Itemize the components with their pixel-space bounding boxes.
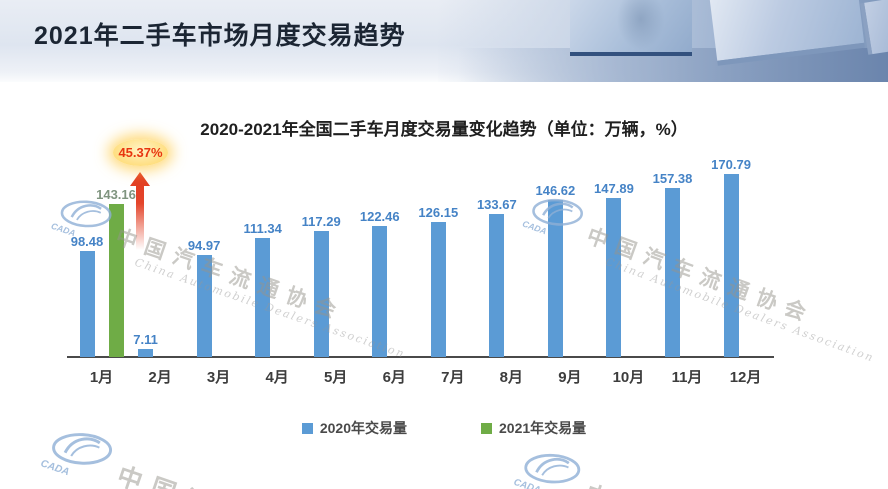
bar-2020年交易量-6月 [372,225,388,357]
growth-badge-label: 45.37% [118,145,163,160]
bar-value-label: 7.11 [133,332,158,348]
growth-arrow-icon [130,172,150,250]
bar-2020年交易量-10月 [606,198,622,357]
legend-swatch-2020 [301,422,313,434]
legend-label-2020: 2020年交易量 [319,420,407,436]
bar-2020年交易量-7月 [430,221,446,357]
bar-value-label: 147.89 [594,181,634,197]
bar-value-label: 98.48 [70,234,104,250]
bar-value-label: 94.97 [187,238,221,254]
chart-title: 2020-2021年全国二手车月度交易量变化趋势（单位：万辆，%） [200,120,688,139]
x-tick-label: 3月 [206,369,231,386]
bar-2020年交易量-12月 [723,173,739,357]
bar-2020年交易量-5月 [313,231,329,357]
decorative-cube-icon [570,0,692,56]
bar-2020年交易量-4月 [255,237,271,357]
x-axis-line [67,356,774,358]
bar-value-label: 133.67 [476,196,517,212]
x-tick-label: 2月 [148,369,172,386]
bar-value-label: 157.38 [652,171,693,187]
x-tick-label: 9月 [558,369,582,386]
header-banner: 2021年二手车市场月度交易趋势 [0,0,888,82]
legend-item-2020: 2020年交易量 [301,418,407,438]
bar-value-label: 111.34 [243,220,282,236]
x-tick-label: 10月 [612,369,645,386]
x-tick-label: 1月 [89,369,114,386]
legend-swatch-2021 [481,422,492,434]
bar-value-label: 117.29 [301,214,341,230]
legend-item-2021: 2021年交易量 [481,418,586,438]
page-title: 2021年二手车市场月度交易趋势 [34,22,406,50]
bar-2020年交易量-1月 [79,251,95,357]
bar-2020年交易量-8月 [489,213,505,357]
x-tick-label: 12月 [729,369,762,386]
chart-legend: 2020年交易量 2021年交易量 [0,418,888,438]
legend-label-2021: 2021年交易量 [499,420,587,436]
x-tick-label: 8月 [499,369,524,386]
bar-2020年交易量-9月 [547,199,563,357]
bar-value-label: 170.79 [711,156,751,172]
bar-2020年交易量-3月 [196,255,212,357]
x-tick-label: 7月 [441,369,465,386]
bar-2020年交易量-2月 [138,349,154,357]
bar-value-label: 146.62 [535,182,576,198]
growth-badge: 45.37% [113,139,168,166]
bar-value-label: 122.46 [359,208,400,224]
x-tick-label: 4月 [265,369,289,386]
x-tick-label: 5月 [324,369,348,386]
bar-2021年交易量-1月 [108,203,124,357]
bar-2020年交易量-11月 [665,188,680,357]
x-tick-label: 6月 [382,369,406,386]
x-tick-label: 11月 [671,369,703,386]
bar-value-label: 143.16 [96,186,136,202]
bar-value-label: 126.15 [418,204,459,220]
